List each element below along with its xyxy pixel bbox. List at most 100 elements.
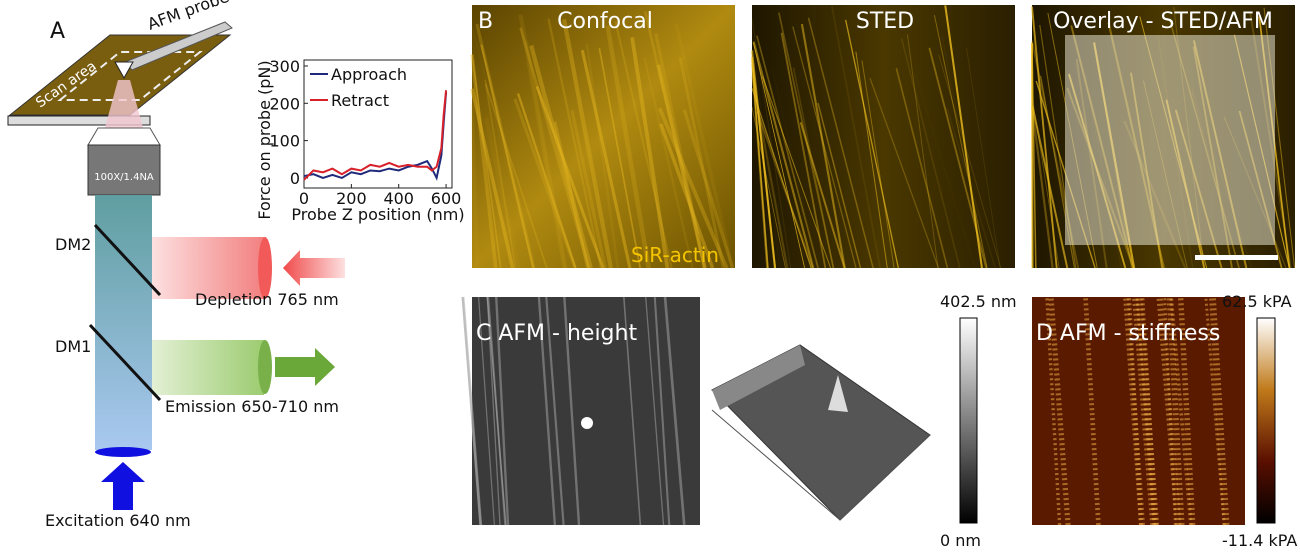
actin-streak (861, 60, 895, 269)
emission-arrow (275, 348, 335, 386)
beam-label: Depletion 765 nm (195, 290, 339, 309)
actin-streak (605, 25, 651, 269)
stiffness-streak (1169, 296, 1193, 526)
panel-title: C AFM - height (476, 321, 637, 346)
excitation-lens (95, 447, 151, 457)
actin-streak (470, 54, 498, 269)
schematic: A AFM probe Scan area 100X/1.4NA DM2 DM1… (7, 0, 345, 530)
actin-streak (753, 42, 806, 269)
colorbar (1256, 317, 1276, 524)
confocal-image (472, 5, 735, 268)
actin-streak (598, 47, 641, 269)
stiffness-streak (1136, 296, 1160, 526)
colorbar-max: 402.5 nm (940, 292, 1017, 311)
force-chart: Probe Z position (nm) Force on probe (pN… (255, 57, 465, 224)
height-streak (545, 296, 565, 526)
height-texture (461, 296, 686, 526)
actin-streak (800, 23, 846, 269)
actin-streak (654, 32, 707, 269)
actin-streak (585, 43, 620, 269)
stiffness-streak (1132, 296, 1157, 526)
actin-streak (751, 18, 792, 269)
stiffness-streak (1163, 296, 1177, 526)
actin-streak (630, 37, 670, 269)
actin-streak (570, 110, 607, 269)
actin-streak (656, 64, 707, 269)
height-spot (581, 417, 593, 429)
x-tick-label: 0 (299, 189, 309, 208)
actin-streak (674, 23, 735, 269)
dichroic-mirror (88, 323, 162, 402)
slide (7, 115, 151, 126)
actin-streak (762, 76, 832, 269)
stiffness-streak (1209, 296, 1230, 526)
panel-label: A (50, 19, 65, 44)
actin-streak (933, 15, 988, 269)
actin-streak (470, 75, 476, 269)
legend-label: Approach (331, 65, 407, 84)
height-streak (495, 296, 510, 526)
image-title: STED (856, 9, 914, 34)
objective (87, 144, 161, 196)
actin-streak (895, 68, 949, 269)
actin-streak (751, 107, 786, 269)
actin-streak (561, 19, 613, 269)
excitation-arrow (101, 462, 145, 510)
surface-peak (828, 375, 848, 412)
mirror-label: DM2 (55, 235, 91, 254)
y-tick-label: 100 (269, 132, 300, 151)
actin-streak (1031, 106, 1069, 269)
height-streak (645, 296, 665, 526)
beam-label: Excitation 640 nm (45, 511, 191, 530)
actin-streak (470, 88, 515, 269)
actin-streak (751, 56, 777, 269)
stiffness-streak (1166, 296, 1185, 526)
beam-label: Emission 650-710 nm (165, 397, 339, 416)
x-tick-label: 400 (383, 189, 414, 208)
actin-streak (529, 44, 593, 269)
colorbar-max: 62.5 kPA (1222, 292, 1292, 311)
legend-label: Retract (331, 91, 389, 110)
actin-streak (799, 122, 846, 269)
height-streak (486, 296, 507, 526)
sted-image (752, 5, 1015, 268)
scale-bar (1195, 255, 1278, 260)
surface-axis (711, 409, 931, 521)
actin-streak (792, 67, 835, 269)
actin-streak (869, 77, 940, 269)
actin-streak (900, 37, 961, 269)
stiffness-streak (1204, 296, 1226, 526)
colorbar-min: 0 nm (940, 531, 981, 550)
actin-streak (941, 34, 987, 269)
actin-streak (792, 26, 857, 269)
actin-streak (553, 121, 590, 269)
actin-streak (756, 35, 819, 269)
emission-beam (152, 340, 264, 395)
objective-lens (87, 127, 161, 146)
actin-streak (966, 47, 1001, 269)
surface-3d-face (712, 345, 805, 410)
actin-streak (643, 57, 694, 269)
stiffness-streak (1123, 296, 1145, 526)
actin-streak (518, 14, 567, 269)
x-axis-label: Probe Z position (nm) (291, 205, 464, 224)
series-line (303, 92, 448, 181)
actin-streak (682, 109, 735, 269)
stiffness-texture (1045, 296, 1230, 526)
stiffness-streak (1177, 296, 1196, 526)
panel-label: B (478, 9, 493, 34)
actin-streak (535, 85, 605, 269)
actin-streak (643, 10, 706, 269)
actin-streak (1031, 6, 1058, 269)
colorbar (959, 317, 978, 524)
stiffness-streak (1156, 296, 1182, 526)
probe-tip (114, 61, 134, 80)
series-line (303, 90, 448, 181)
height-streak (461, 296, 483, 526)
actin-streak (471, 54, 502, 269)
actin-streak (1030, 105, 1054, 269)
beam-cone (103, 80, 145, 135)
actin-streak (938, 54, 1002, 269)
depletion-arrow (283, 250, 345, 286)
